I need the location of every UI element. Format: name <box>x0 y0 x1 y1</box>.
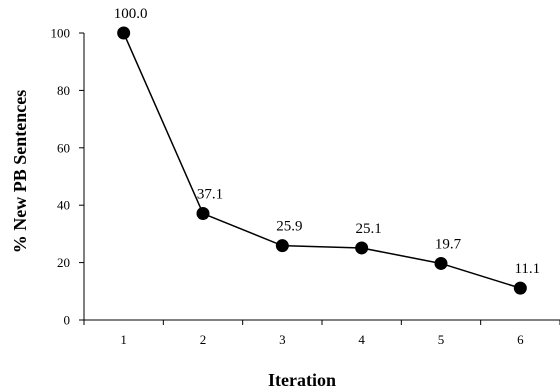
data-label: 11.1 <box>514 261 540 277</box>
data-point <box>355 241 369 255</box>
x-tick-label: 6 <box>517 332 524 347</box>
y-tick-label: 20 <box>57 255 70 270</box>
data-label: 25.1 <box>356 221 382 237</box>
data-label: 25.9 <box>276 219 302 235</box>
y-tick-label: 80 <box>57 83 70 98</box>
y-tick-label: 0 <box>64 313 71 328</box>
data-point <box>513 281 527 295</box>
data-label: 100.0 <box>114 6 148 22</box>
y-tick-label: 60 <box>57 140 70 155</box>
data-label: 19.7 <box>435 236 462 252</box>
data-point <box>275 239 289 253</box>
y-tick-label: 100 <box>51 26 71 41</box>
x-tick-label: 5 <box>438 332 445 347</box>
series-line <box>122 32 521 289</box>
series-group <box>117 26 527 295</box>
axes: 0 20 40 60 80 100 1 2 3 4 5 6 <box>51 26 560 347</box>
data-label-group: 100.0 37.1 25.9 25.1 19.7 11.1 <box>114 6 540 277</box>
x-tick-label: 2 <box>200 332 207 347</box>
x-tick-label: 3 <box>279 332 286 347</box>
data-point <box>434 256 448 270</box>
data-point <box>117 26 131 40</box>
x-axis-title: Iteration <box>268 370 336 390</box>
x-tick-label: 4 <box>358 332 365 347</box>
y-axis-title: % New PB Sentences <box>10 90 30 253</box>
y-tick-label: 40 <box>57 198 70 213</box>
x-tick-label: 1 <box>120 332 127 347</box>
data-label: 37.1 <box>197 187 223 203</box>
data-point <box>196 207 210 221</box>
